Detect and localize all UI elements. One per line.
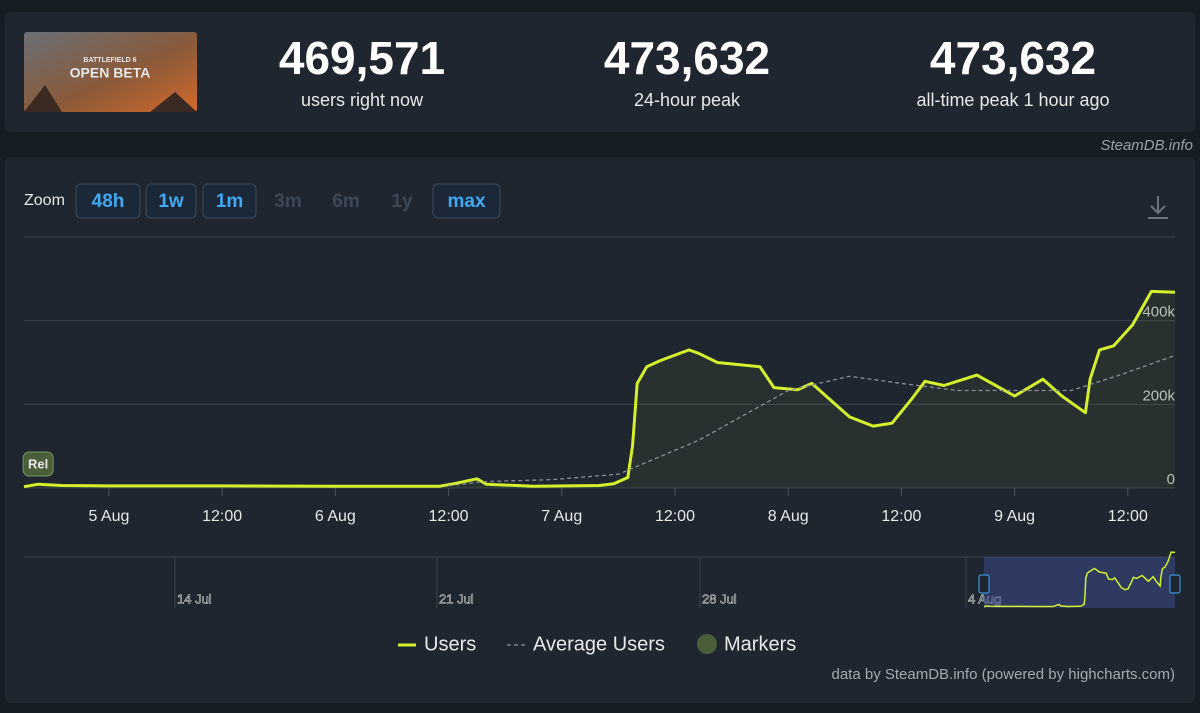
zoom-button[interactable] bbox=[75, 183, 141, 219]
stat-label: users right now bbox=[301, 90, 424, 110]
marker-label: Rel bbox=[28, 456, 48, 471]
y-tick-label: 200k bbox=[1142, 387, 1175, 404]
y-tick-label: 400k bbox=[1142, 304, 1175, 321]
chart: 0 200k 400k 5 Aug 12:00 6 Aug 12:00 7 Aug 12:00 8… bbox=[22, 289, 1181, 683]
stat-value: 469,571 bbox=[279, 32, 445, 84]
zoom-button-label[interactable]: 1w bbox=[158, 191, 184, 212]
thumbnail bbox=[24, 32, 197, 112]
marker-flag bbox=[22, 451, 54, 477]
legend-label[interactable]: Average Users bbox=[533, 633, 665, 655]
x-tick-label: 12:00 bbox=[881, 508, 921, 525]
legend-label[interactable]: Users bbox=[424, 633, 476, 655]
chart-panel bbox=[5, 157, 1195, 703]
zoom-buttons: 48h 1w 1m 3m 6m 1y max bbox=[75, 183, 501, 219]
navigator-label: 28 Jul bbox=[702, 591, 737, 606]
zoom-button-label: 3m bbox=[274, 191, 301, 212]
series-line bbox=[448, 354, 1176, 487]
x-tick-label: 12:00 bbox=[655, 508, 695, 525]
x-tick-label: 7 Aug bbox=[541, 508, 582, 525]
thumbnail-small: BATTLEFIELD 6 bbox=[83, 57, 136, 64]
x-tick-label: 8 Aug bbox=[768, 508, 809, 525]
zoom-button-label[interactable]: max bbox=[447, 191, 485, 212]
navigator-handle[interactable] bbox=[1169, 574, 1181, 594]
download-icon[interactable] bbox=[1148, 196, 1168, 219]
zoom-button-label[interactable]: 48h bbox=[92, 191, 125, 212]
x-tick-label: 9 Aug bbox=[994, 508, 1035, 525]
legend-swatch bbox=[697, 634, 717, 654]
zoom-button[interactable] bbox=[432, 183, 501, 219]
zoom-button[interactable] bbox=[202, 183, 257, 219]
thumbnail-big: OPEN BETA bbox=[70, 65, 151, 81]
credits[interactable]: data by SteamDB.info (powered by highcha… bbox=[832, 666, 1176, 683]
legend-label[interactable]: Markers bbox=[724, 633, 796, 655]
x-tick-label: 6 Aug bbox=[315, 508, 356, 525]
x-tick-label: 12:00 bbox=[202, 508, 242, 525]
stat-label: 24-hour peak bbox=[634, 90, 741, 110]
navigator-label: 14 Jul bbox=[177, 591, 212, 606]
x-tick-label: 12:00 bbox=[1108, 508, 1148, 525]
zoom-button-label: 6m bbox=[332, 191, 359, 212]
navigator-handle[interactable] bbox=[978, 574, 990, 594]
header-panel bbox=[5, 12, 1195, 132]
thumbnail-shape bbox=[24, 85, 197, 112]
zoom-button-label[interactable]: 1m bbox=[216, 191, 243, 212]
stat-label: all-time peak 1 hour ago bbox=[916, 90, 1109, 110]
navigator-window[interactable] bbox=[984, 557, 1175, 608]
stat-value: 473,632 bbox=[930, 32, 1096, 84]
navigator-label: 21 Jul bbox=[439, 591, 474, 606]
stat-value: 473,632 bbox=[604, 32, 770, 84]
y-tick-label: 0 bbox=[1167, 471, 1175, 488]
x-tick-label: 12:00 bbox=[429, 508, 469, 525]
series-line bbox=[23, 289, 1176, 489]
x-tick-label: 5 Aug bbox=[88, 508, 129, 525]
brand: SteamDB.info bbox=[1100, 137, 1193, 154]
navigator-line bbox=[983, 551, 1176, 608]
area-fill bbox=[24, 291, 1175, 488]
zoom-button-label: 1y bbox=[391, 191, 413, 212]
zoom-label: Zoom bbox=[24, 192, 65, 209]
zoom-button[interactable] bbox=[145, 183, 197, 219]
